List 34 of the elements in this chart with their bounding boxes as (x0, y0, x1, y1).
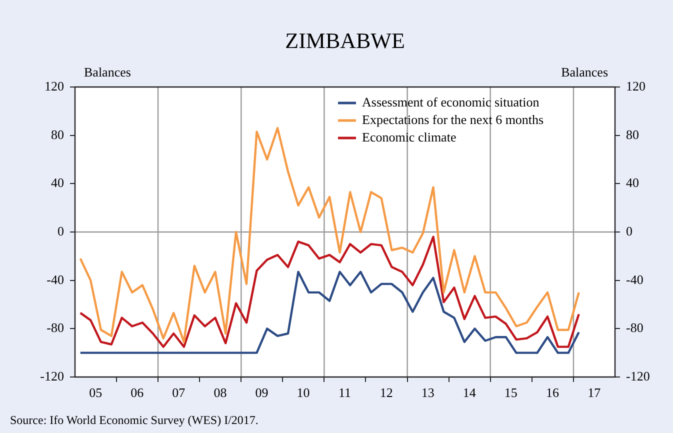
y2-tick-label: -80 (626, 320, 644, 336)
y2-tick-label: 80 (626, 126, 639, 142)
x-tick-label: 13 (421, 385, 434, 400)
y-tick-label: 0 (58, 223, 64, 238)
x-tick-label: 07 (172, 385, 186, 400)
y2-tick-label: -40 (626, 272, 644, 287)
y-tick-label: -80 (46, 320, 64, 336)
chart-title: ZIMBABWE (285, 28, 405, 53)
x-tick-label: 05 (89, 385, 102, 400)
y2-tick-label: 120 (626, 78, 646, 94)
y2-tick-label: 0 (626, 223, 632, 238)
x-tick-label: 16 (546, 385, 560, 400)
y2-axis-title: Balances (561, 64, 608, 80)
x-tick-label: 15 (504, 385, 518, 400)
y-tick-label: -120 (40, 368, 64, 384)
y-tick-label: 80 (51, 126, 64, 142)
legend-label: Expectations for the next 6 months (362, 112, 544, 127)
x-tick-label: 10 (296, 385, 310, 400)
y-tick-label: 40 (51, 175, 64, 190)
x-tick-label: 12 (380, 385, 393, 400)
x-tick-label: 08 (214, 385, 227, 400)
legend-label: Assessment of economic situation (362, 94, 540, 110)
x-tick-label: 06 (130, 385, 144, 400)
y2-tick-label: -120 (626, 368, 650, 384)
y-tick-label: 120 (44, 78, 64, 94)
y2-tick-label: 40 (626, 175, 639, 190)
x-tick-label: 09 (255, 385, 268, 400)
y-tick-label: -40 (46, 272, 64, 287)
x-tick-label: 17 (588, 385, 602, 400)
source-note: Source: Ifo World Economic Survey (WES) I/2017. (10, 413, 258, 428)
x-tick-label: 14 (462, 385, 476, 400)
legend-label: Economic climate (362, 129, 456, 144)
y-axis-title: Balances (84, 64, 131, 80)
x-tick-label: 11 (338, 385, 352, 400)
